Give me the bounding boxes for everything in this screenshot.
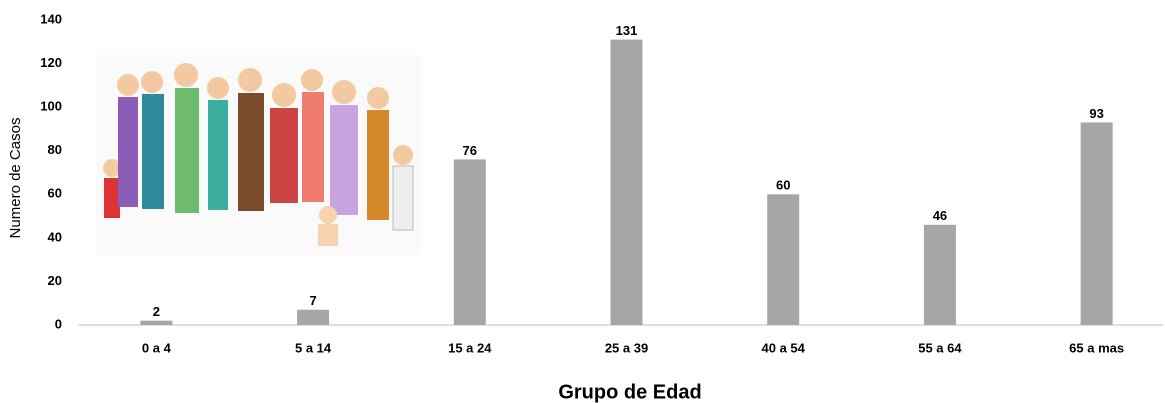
bar — [297, 309, 330, 325]
x-axis-label: Grupo de Edad — [558, 381, 701, 403]
x-tick-label: 15 a 24 — [448, 340, 492, 355]
bar — [453, 159, 486, 325]
value-label: 2 — [153, 304, 160, 319]
bar — [140, 320, 173, 325]
value-label: 76 — [463, 143, 477, 158]
x-tick-label: 25 a 39 — [605, 340, 648, 355]
y-tick-label: 140 — [40, 11, 62, 26]
bar — [767, 194, 800, 325]
y-tick-label: 120 — [40, 55, 62, 70]
family-illustration — [96, 55, 421, 255]
x-tick-label: 0 a 4 — [142, 340, 172, 355]
value-label: 131 — [616, 23, 638, 38]
y-tick-label: 100 — [40, 99, 62, 114]
value-label: 46 — [933, 208, 947, 223]
y-tick-label: 0 — [55, 316, 62, 331]
x-tick-label: 5 a 14 — [295, 340, 332, 355]
y-tick-label: 80 — [48, 142, 62, 157]
bar — [923, 224, 956, 325]
bar — [610, 39, 643, 325]
value-label: 7 — [309, 293, 316, 308]
y-tick-label: 40 — [48, 229, 62, 244]
y-tick-label: 60 — [48, 186, 62, 201]
y-axis-label: Numero de Casos — [7, 118, 24, 239]
value-label: 93 — [1089, 106, 1103, 121]
value-label: 60 — [776, 178, 790, 193]
y-tick-label: 20 — [48, 273, 62, 288]
bar — [1080, 122, 1113, 326]
x-tick-label: 40 a 54 — [762, 340, 806, 355]
x-tick-label: 55 a 64 — [918, 340, 962, 355]
x-tick-label: 65 a mas — [1069, 340, 1124, 355]
